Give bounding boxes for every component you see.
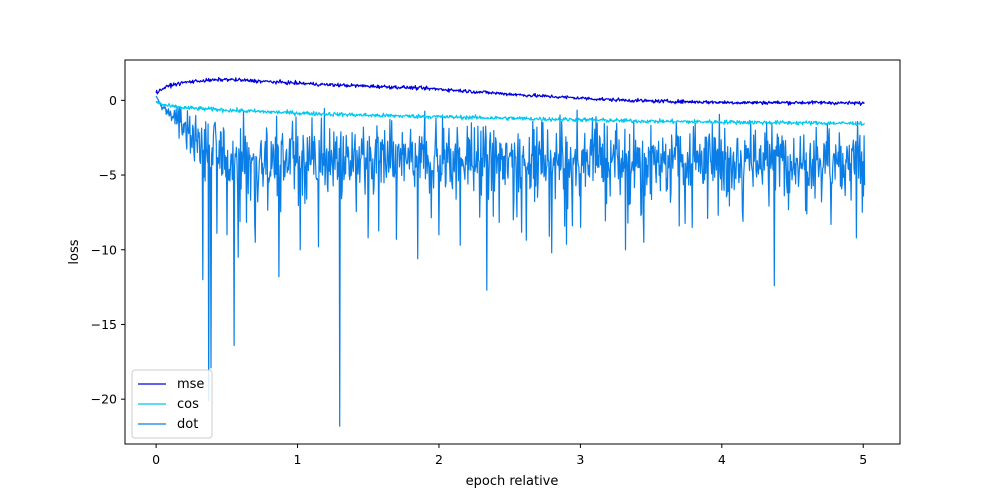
y-tick-label: −5 [99, 168, 117, 183]
series-line-cos [155, 100, 866, 127]
series-line-dot [155, 95, 866, 427]
x-tick-label: 4 [718, 452, 726, 467]
x-tick-label: 5 [859, 452, 867, 467]
legend: mse cos dot [131, 369, 213, 439]
plot-frame [124, 59, 901, 445]
x-tick-label: 2 [435, 452, 443, 467]
y-tick-label: −10 [91, 242, 117, 257]
ticks-layer: 0 1 2 3 4 5 0 −5 −10 −15 −20 [91, 93, 868, 467]
legend-label-mse: mse [177, 377, 204, 392]
series-line-mse [155, 77, 865, 106]
x-tick-label: 3 [576, 452, 584, 467]
x-tick-label: 1 [294, 452, 302, 467]
y-tick-label: −15 [91, 317, 117, 332]
legend-label-dot: dot [177, 417, 198, 432]
x-axis-label: epoch relative [466, 474, 559, 489]
x-tick-label: 0 [152, 452, 160, 467]
legend-box [131, 369, 213, 439]
legend-label-cos: cos [177, 397, 199, 412]
y-axis-label: loss [67, 239, 82, 264]
series-layer [155, 77, 866, 427]
y-tick-label: −20 [91, 392, 117, 407]
y-tick-label: 0 [109, 93, 117, 108]
